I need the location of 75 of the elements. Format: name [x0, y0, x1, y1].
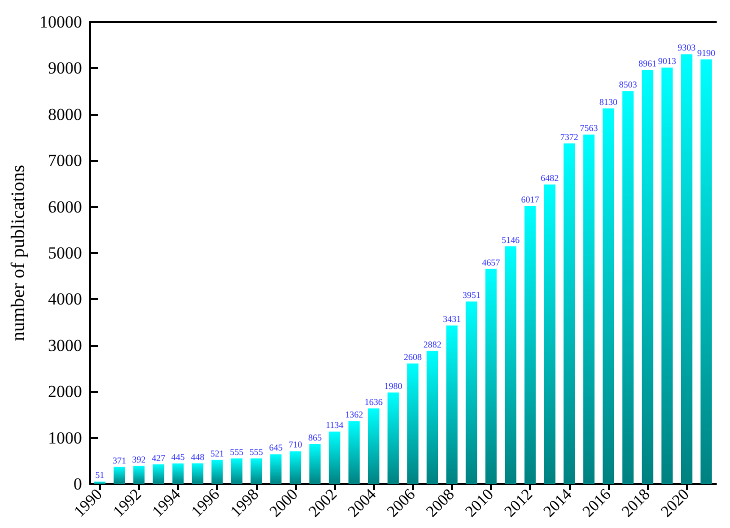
y-tick-label: 7000: [48, 151, 82, 170]
y-tick-label: 0: [74, 474, 82, 494]
bar: [426, 350, 438, 484]
data-label: 710: [288, 440, 303, 450]
data-label: 555: [230, 446, 244, 457]
bar: [211, 460, 223, 484]
bar: [564, 143, 575, 484]
y-axis-title: number of publications: [8, 164, 29, 342]
bar: [368, 408, 380, 484]
data-label: 392: [132, 454, 146, 464]
bar: [680, 54, 692, 484]
data-label: 6017: [521, 194, 540, 205]
data-label: 1362: [345, 410, 364, 420]
data-label: 9013: [658, 56, 677, 66]
data-label: 445: [171, 452, 186, 462]
data-label: 1134: [326, 420, 344, 430]
data-label: 9303: [678, 42, 696, 53]
bar: [446, 325, 458, 484]
data-label: 3951: [462, 290, 480, 300]
bar: [661, 68, 673, 484]
y-tick-label: 2000: [48, 382, 82, 402]
bar: [290, 451, 302, 484]
bar: [700, 59, 712, 484]
data-label: 5146: [502, 234, 520, 245]
data-label: 7372: [560, 132, 578, 142]
bar: [192, 463, 204, 484]
data-label: 427: [152, 452, 166, 463]
data-label: 448: [190, 452, 205, 462]
bar: [642, 70, 654, 484]
bar: [152, 464, 164, 484]
data-label: 371: [112, 455, 126, 466]
y-tick-label: 4000: [48, 290, 82, 309]
data-label: 555: [250, 446, 264, 457]
data-label: 9190: [697, 48, 716, 58]
data-label: 865: [308, 432, 322, 443]
y-tick-label: 10000: [40, 12, 82, 32]
data-label: 8130: [599, 96, 618, 107]
data-label: 2608: [404, 352, 422, 362]
bar: [583, 134, 595, 484]
data-label: 2882: [423, 339, 442, 350]
bar: [485, 268, 497, 484]
bar: [407, 364, 418, 484]
y-tick-label: 8000: [48, 104, 82, 124]
y-tick-label: 6000: [48, 197, 82, 216]
y-tick-label: 1000: [48, 428, 82, 448]
bar: [328, 432, 340, 484]
bar: [504, 246, 516, 484]
data-label: 8961: [638, 58, 657, 68]
bar: [309, 444, 321, 484]
data-label: 3431: [442, 314, 461, 324]
bar: [270, 454, 282, 484]
bar: [250, 458, 262, 484]
bar: [524, 206, 536, 484]
bar: [466, 301, 478, 484]
y-tick-label: 3000: [48, 336, 82, 355]
data-label: 521: [210, 448, 224, 458]
bar: [388, 392, 399, 484]
data-label: 51: [95, 470, 104, 480]
bar: [544, 184, 556, 484]
data-label: 4657: [482, 257, 501, 268]
data-label: 6482: [540, 173, 559, 184]
bar: [133, 466, 145, 484]
y-tick-label: 5000: [48, 244, 82, 262]
bar: [622, 91, 634, 484]
data-label: 8503: [618, 80, 638, 90]
bar: [114, 466, 126, 484]
y-tick-label: 9000: [48, 58, 82, 78]
data-label: 1980: [384, 381, 403, 392]
bar: [348, 421, 360, 484]
data-label: 7563: [580, 123, 598, 134]
data-label: 645: [269, 442, 284, 453]
data-label: 1636: [364, 396, 384, 407]
bar: [172, 463, 184, 484]
bar: [231, 458, 242, 484]
bar: [602, 108, 614, 484]
